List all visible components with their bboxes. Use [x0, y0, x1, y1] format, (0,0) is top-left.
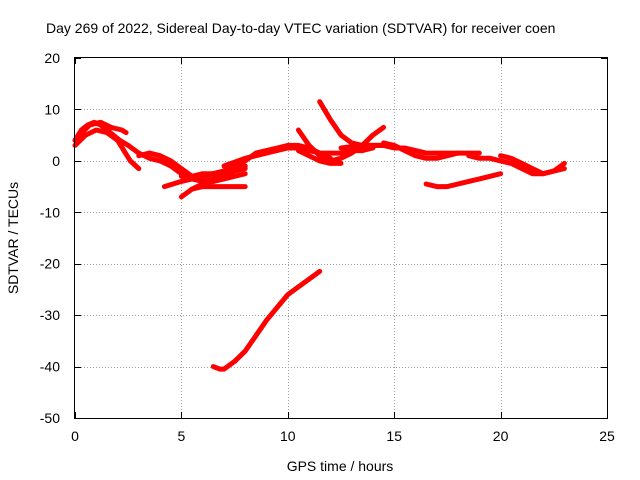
axis-ticks [75, 58, 608, 419]
x-tick-label: 20 [493, 428, 509, 444]
x-tick-label: 0 [71, 428, 79, 444]
series-line-arc-13 [295, 148, 344, 166]
y-tick-label: -30 [40, 307, 60, 323]
x-axis-title: GPS time / hours [287, 458, 394, 474]
series-line-arc-3 [76, 119, 129, 138]
y-tick-labels: -50 -40 -30 -20 -10 0 10 20 [40, 50, 60, 426]
y-tick-label: -50 [40, 410, 60, 426]
y-tick-label: 20 [44, 50, 60, 66]
y-tick-label: 10 [44, 101, 60, 117]
series-line-arc-2 [72, 127, 142, 172]
series-line-arc-12 [317, 99, 387, 148]
series-line-arc-7 [189, 184, 248, 192]
chart-title: Day 269 of 2022, Sidereal Day-to-day VTE… [46, 20, 555, 36]
series-group [72, 99, 567, 372]
x-tick-label: 15 [386, 428, 402, 444]
y-tick-label: -20 [40, 256, 60, 272]
x-tick-label: 10 [280, 428, 296, 444]
x-tick-labels: 0 5 10 15 20 25 [71, 428, 615, 444]
series-line-arc-15 [381, 140, 461, 161]
y-tick-label: -40 [40, 359, 60, 375]
y-axis-title: SDTVAR / TECUs [5, 182, 21, 294]
series-line-arc-18 [498, 153, 567, 177]
y-tick-label: 0 [52, 153, 60, 169]
series-line-arc-11 [295, 124, 387, 164]
y-tick-label: -10 [40, 204, 60, 220]
series-line-arc-16 [423, 171, 504, 190]
plot-frame [74, 57, 608, 419]
x-tick-label: 25 [599, 428, 615, 444]
grid [75, 58, 607, 418]
series-line-arc-19 [210, 268, 323, 372]
x-tick-label: 5 [178, 428, 186, 444]
